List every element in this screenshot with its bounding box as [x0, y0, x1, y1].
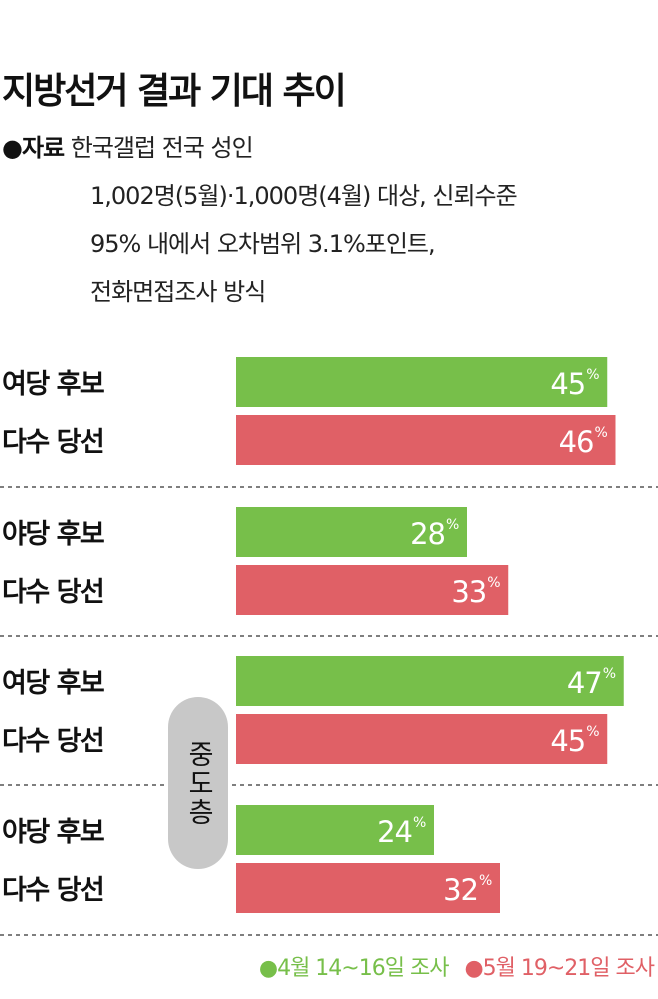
data-label-unit: % — [479, 873, 492, 889]
data-label-unit: % — [603, 666, 616, 682]
group-label-pill: 중도층 — [168, 697, 228, 869]
group-label: 중도층 — [182, 739, 214, 827]
bar-april — [236, 357, 608, 407]
legend-april-text: ●4월 14~16일 조사 — [258, 956, 450, 981]
category-label: 다수 당선 — [2, 427, 103, 458]
data-label-unit: % — [595, 425, 608, 441]
bar-may — [236, 863, 500, 913]
legend-item-april: ●4월 14~16일 조사 — [258, 950, 450, 982]
data-label-unit: % — [446, 517, 459, 533]
data-label: 28 — [410, 517, 445, 551]
category-label: 여당 후보 — [2, 369, 104, 400]
data-label: 45 — [550, 367, 585, 401]
source-note: ●자료 한국갤럽 전국 성인 1,002명(5월)·1,000명(4월) 대상,… — [2, 124, 518, 316]
data-label: 32 — [443, 873, 478, 907]
category-label: 다수 당선 — [2, 577, 103, 608]
data-label: 46 — [559, 425, 594, 459]
source-text-3: 95% 내에서 오차범위 3.1%포인트, — [90, 230, 436, 258]
source-text-1: 한국갤럽 전국 성인 — [70, 134, 254, 162]
bar-april — [236, 656, 624, 706]
legend-may-text: ●5월 19~21일 조사 — [464, 956, 655, 981]
category-label: 다수 당선 — [2, 875, 103, 906]
source-text-2: 1,002명(5월)·1,000명(4월) 대상, 신뢰수준 — [90, 182, 518, 210]
chart-title: 지방선거 결과 기대 추이 — [2, 71, 347, 112]
legend: ●4월 14~16일 조사 ●5월 19~21일 조사 — [258, 950, 655, 982]
category-label: 여당 후보 — [2, 668, 104, 699]
data-label: 45 — [550, 724, 585, 758]
bar-april — [236, 507, 467, 557]
data-label: 47 — [567, 666, 602, 700]
bar-april — [236, 805, 434, 855]
source-label: ●자료 — [2, 134, 65, 162]
data-label-unit: % — [487, 575, 500, 591]
data-label-unit: % — [586, 724, 599, 740]
data-label: 24 — [377, 815, 412, 849]
category-label: 야당 후보 — [2, 817, 104, 848]
source-line-1: ●자료 한국갤럽 전국 성인 — [2, 124, 517, 172]
bar-may — [236, 565, 509, 615]
bar-may — [236, 714, 608, 764]
data-label-unit: % — [413, 815, 426, 831]
legend-item-may: ●5월 19~21일 조사 — [464, 950, 655, 982]
bar-may — [236, 415, 616, 465]
category-label: 야당 후보 — [2, 519, 104, 550]
data-label-unit: % — [586, 367, 599, 383]
source-text-4: 전화면접조사 방식 — [90, 278, 266, 306]
data-label: 33 — [451, 575, 486, 609]
category-label: 다수 당선 — [2, 726, 103, 757]
